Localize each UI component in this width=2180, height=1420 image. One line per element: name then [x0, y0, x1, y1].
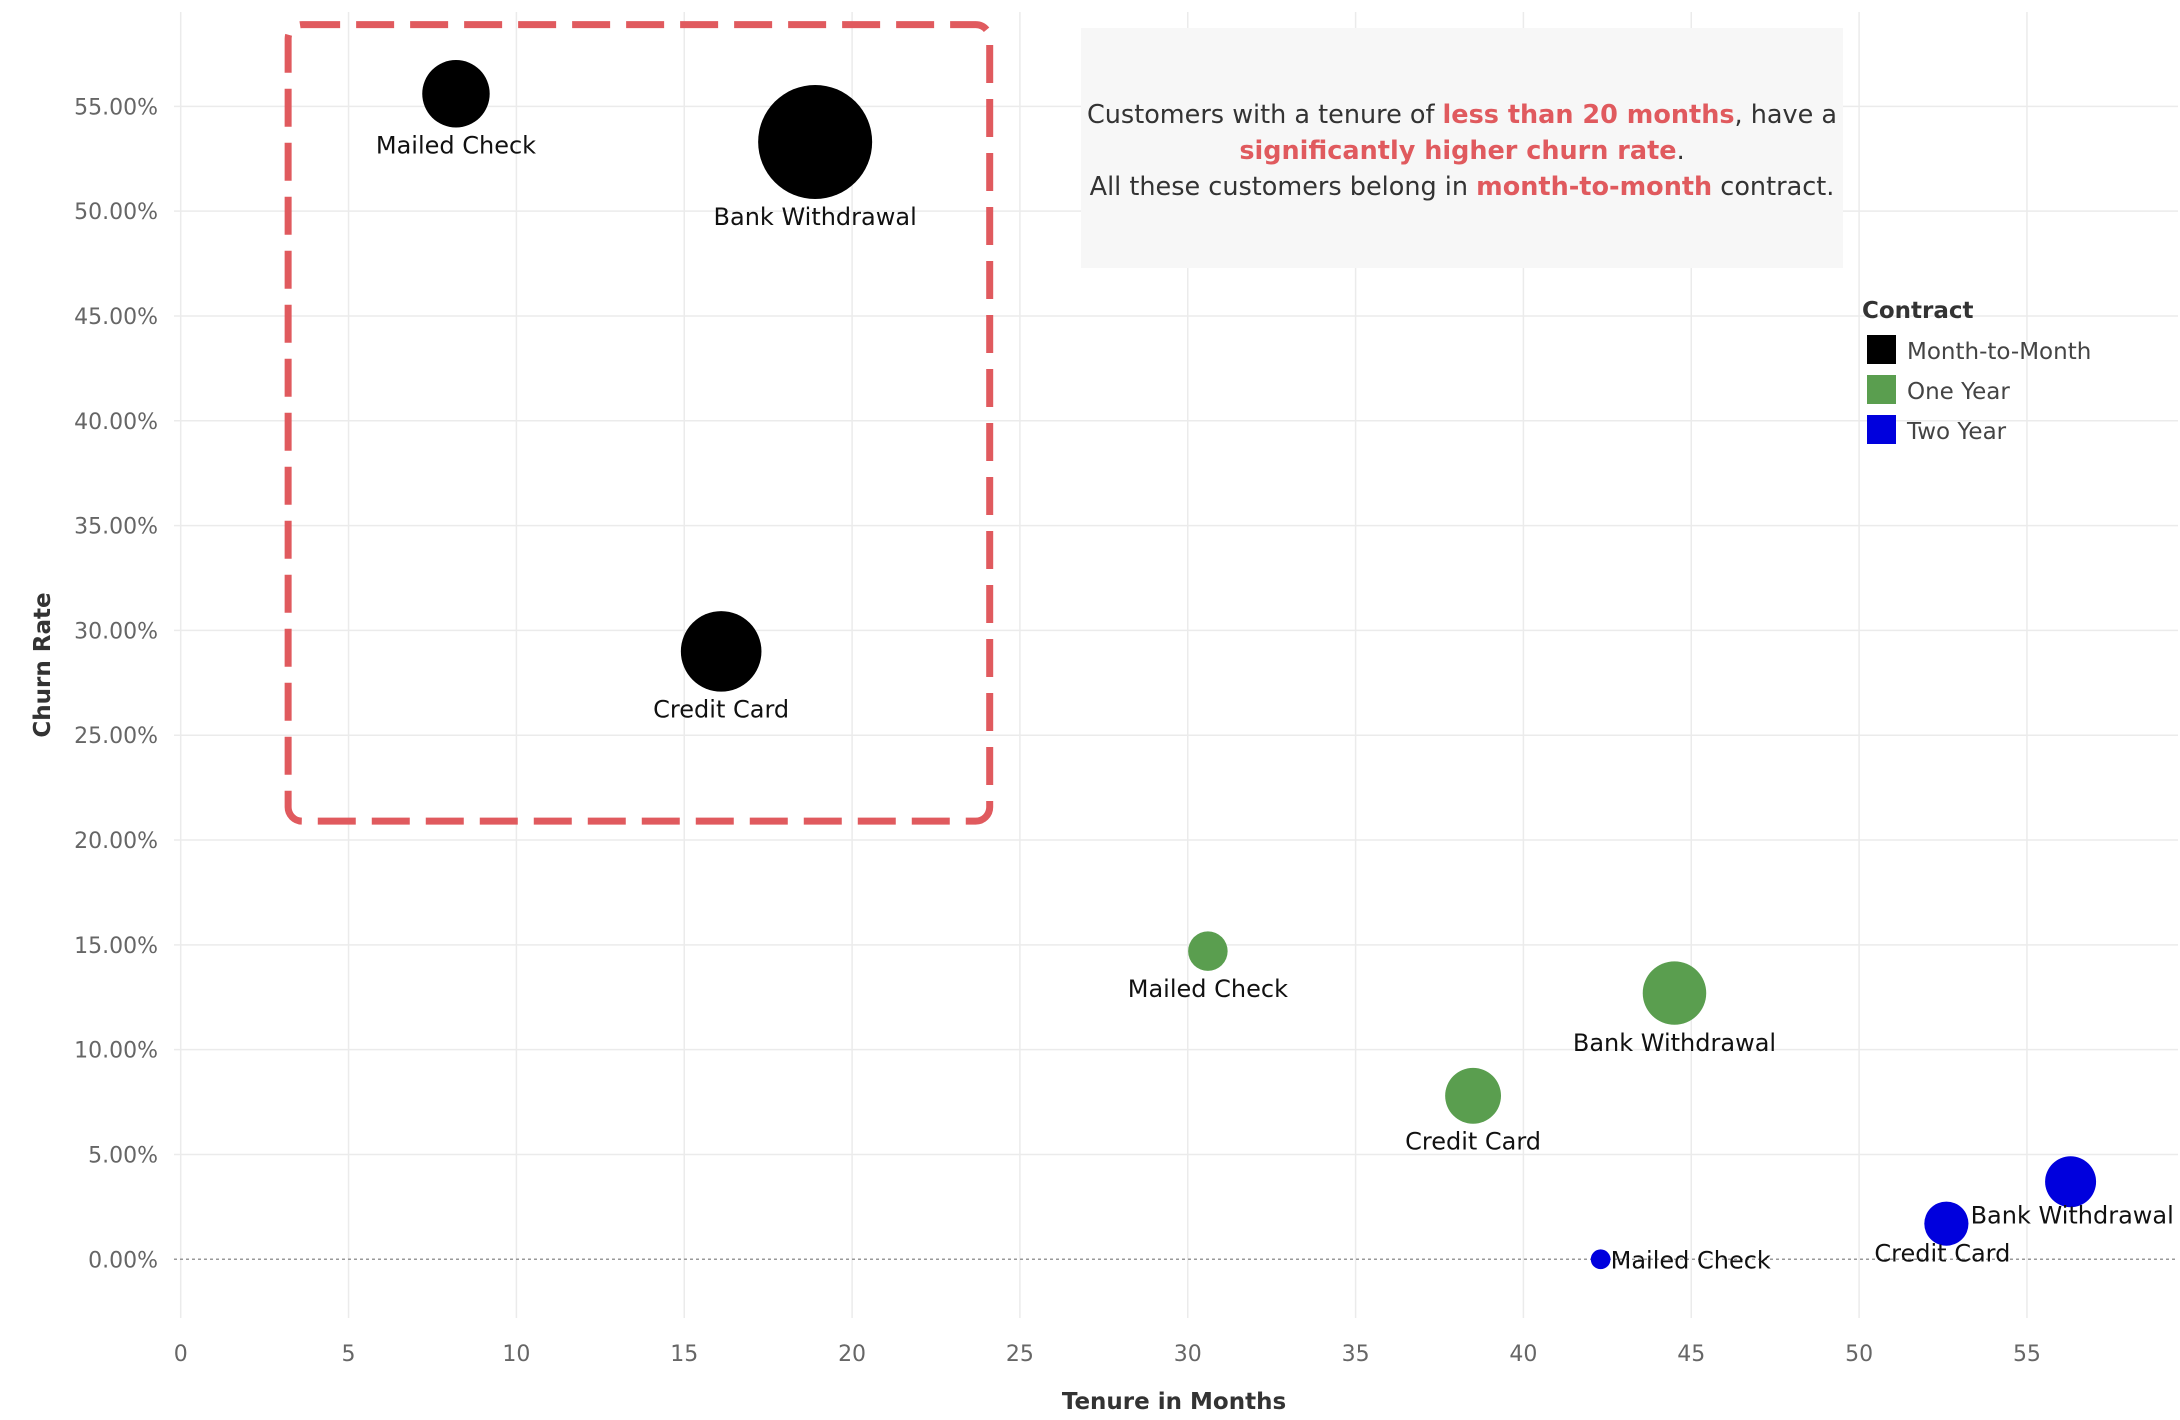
data-point — [1924, 1201, 1969, 1246]
data-point — [1445, 1067, 1501, 1124]
annotation-line: All these customers belong in month-to-m… — [1090, 172, 1835, 202]
y-tick-label: 30.00% — [74, 619, 158, 644]
x-tick-label: 5 — [342, 1342, 356, 1367]
x-tick-label: 45 — [1677, 1342, 1705, 1367]
annotation-text: . — [1677, 136, 1685, 166]
point-label: Credit Card — [1405, 1128, 1541, 1156]
point-label: Mailed Check — [376, 131, 536, 159]
series-two-year — [1590, 1156, 2097, 1270]
series-one-year — [1188, 931, 1707, 1124]
legend-swatch — [1867, 335, 1896, 364]
x-tick-label: 50 — [1845, 1342, 1873, 1367]
data-point — [1642, 961, 1707, 1025]
legend-swatch — [1867, 375, 1896, 404]
data-point — [1590, 1249, 1611, 1270]
annotation-highlight: significantly higher churn rate — [1239, 136, 1676, 166]
grid-lines — [174, 12, 2178, 1318]
legend-title: Contract — [1862, 298, 1974, 324]
x-tick-label: 10 — [502, 1342, 530, 1367]
point-label: Credit Card — [1874, 1240, 2010, 1268]
highlight-region-box — [284, 21, 994, 825]
x-tick-label: 55 — [2013, 1342, 2041, 1367]
annotation-text: Customers with a tenure of — [1087, 100, 1443, 130]
legend-item-label: One Year — [1907, 379, 2010, 405]
point-label: Mailed Check — [1128, 975, 1288, 1003]
legend-item-label: Month-to-Month — [1907, 339, 2091, 365]
x-tick-label: 30 — [1174, 1342, 1202, 1367]
x-tick-label: 15 — [670, 1342, 698, 1367]
legend-item-label: Two Year — [1906, 419, 2007, 445]
legend-swatch — [1867, 415, 1896, 444]
y-tick-label: 5.00% — [88, 1143, 158, 1168]
y-tick-label: 10.00% — [74, 1039, 158, 1064]
x-tick-label: 0 — [174, 1342, 188, 1367]
point-label: Credit Card — [653, 696, 789, 724]
annotation-line: significantly higher churn rate. — [1239, 136, 1684, 166]
data-point — [758, 84, 873, 199]
annotation-text: contract. — [1712, 172, 1834, 202]
data-point — [2045, 1156, 2097, 1208]
y-tick-label: 55.00% — [74, 95, 158, 120]
point-label: Bank Withdrawal — [714, 203, 917, 231]
annotation-line: Customers with a tenure of less than 20 … — [1087, 100, 1837, 130]
y-tick-label: 20.00% — [74, 829, 158, 854]
y-tick-label: 45.00% — [74, 305, 158, 330]
y-tick-label: 40.00% — [74, 410, 158, 435]
annotation-text: All these customers belong in — [1090, 172, 1476, 202]
x-tick-label: 25 — [1006, 1342, 1034, 1367]
y-tick-label: 25.00% — [74, 724, 158, 749]
y-tick-label: 35.00% — [74, 515, 158, 540]
data-point — [680, 611, 762, 692]
point-label: Mailed Check — [1611, 1246, 1771, 1274]
x-axis-title: Tenure in Months — [1062, 1389, 1286, 1415]
point-label: Bank Withdrawal — [1971, 1202, 2174, 1230]
data-point — [422, 60, 490, 128]
annotation-text: , have a — [1735, 100, 1838, 130]
annotation-box — [1081, 28, 1843, 268]
x-tick-label: 35 — [1342, 1342, 1370, 1367]
data-point — [1188, 931, 1228, 971]
y-tick-label: 0.00% — [88, 1248, 158, 1273]
series-month-to-month — [422, 60, 873, 692]
y-axis-title: Churn Rate — [30, 592, 56, 737]
x-tick-label: 40 — [1509, 1342, 1537, 1367]
point-label: Bank Withdrawal — [1573, 1029, 1776, 1057]
x-tick-label: 20 — [838, 1342, 866, 1367]
annotation-highlight: less than 20 months — [1443, 100, 1735, 130]
y-tick-label: 15.00% — [74, 934, 158, 959]
annotation-highlight: month-to-month — [1476, 172, 1712, 202]
y-tick-label: 50.00% — [74, 200, 158, 225]
